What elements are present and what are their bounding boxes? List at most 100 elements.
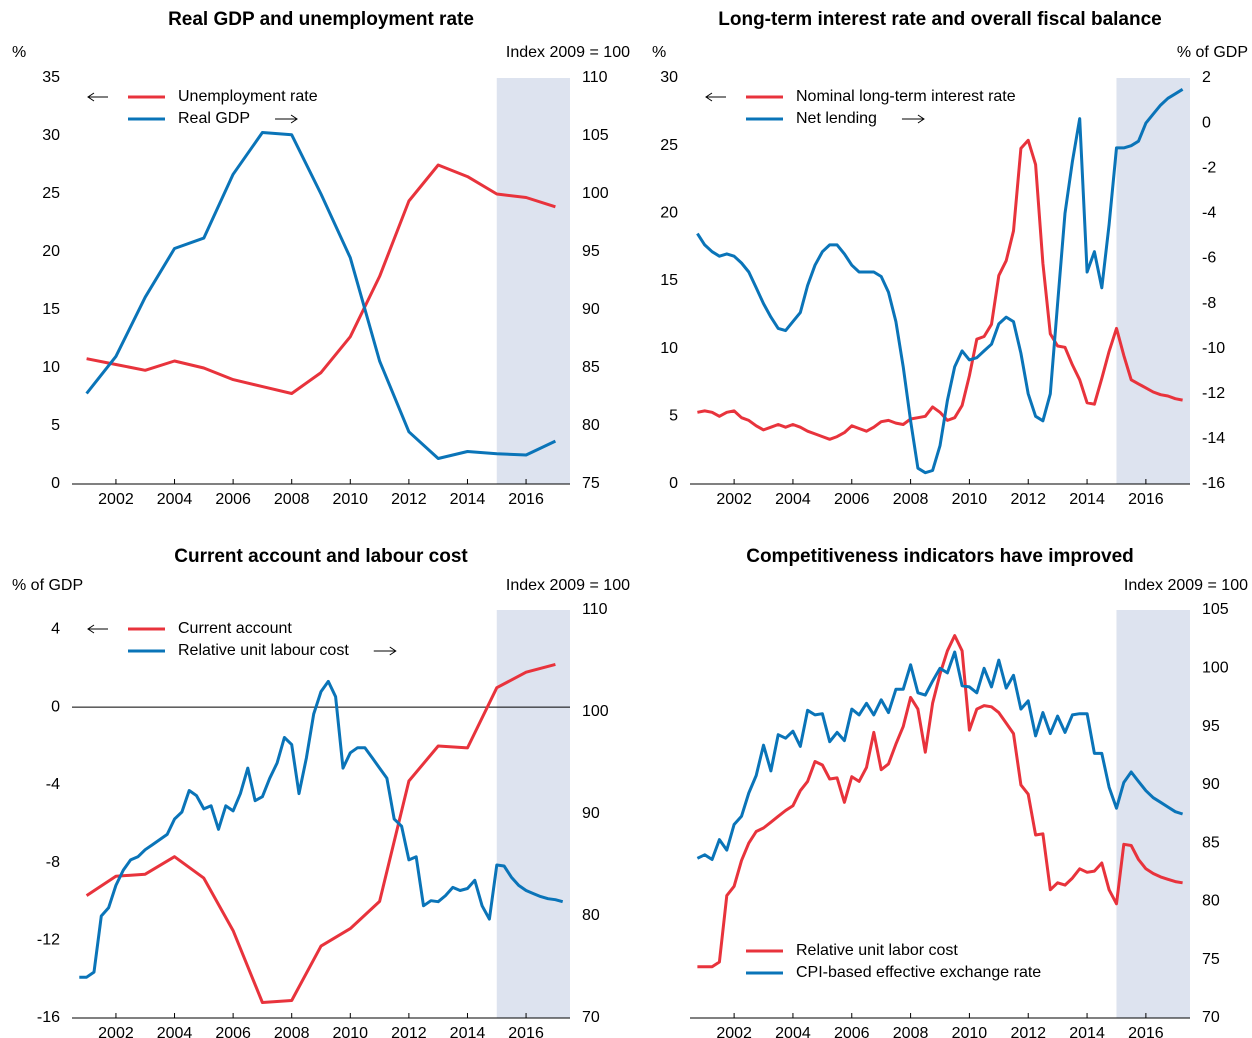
x-tick-label: 2008 <box>893 491 929 508</box>
y2-tick-label: -4 <box>1202 205 1216 222</box>
series-line <box>696 650 1184 861</box>
y2-tick-label: 0 <box>1202 114 1211 131</box>
legend-label: Unemployment rate <box>178 88 318 105</box>
y2-tick-label: 90 <box>582 805 600 822</box>
x-tick-label: 2012 <box>1010 491 1046 508</box>
y2-tick-label: 80 <box>582 907 600 924</box>
y2-tick-label: -6 <box>1202 250 1216 267</box>
panel: Real GDP and unemployment rate% Index 200… <box>12 9 630 508</box>
x-tick-label: 2006 <box>834 491 870 508</box>
y2-tick-label: 90 <box>1202 776 1220 793</box>
y2-tick-label: 90 <box>582 301 600 318</box>
projection-shade <box>1116 78 1190 484</box>
series-line <box>697 138 1183 441</box>
x-tick-label: 2014 <box>450 1025 486 1038</box>
y2-tick-label: 75 <box>1202 951 1220 968</box>
y-tick-label: 15 <box>660 272 678 289</box>
y2-tick-label: 70 <box>1202 1009 1220 1026</box>
x-tick-label: 2010 <box>332 491 368 508</box>
x-tick-label: 2010 <box>952 1025 988 1038</box>
y-tick-label: 0 <box>51 475 60 492</box>
y2-tick-label: -14 <box>1202 430 1225 447</box>
legend-label: Relative unit labour cost <box>178 642 349 659</box>
x-tick-label: 2008 <box>274 1025 310 1038</box>
y-tick-label: 35 <box>42 69 60 86</box>
x-tick-label: 2016 <box>508 1025 544 1038</box>
y2-tick-label: 80 <box>1202 893 1220 910</box>
y2-tick-label: 105 <box>1202 601 1229 618</box>
projection-shade <box>496 78 570 484</box>
x-tick-label: 2008 <box>274 491 310 508</box>
y2-tick-label: 110 <box>582 601 608 618</box>
x-tick-label: 2004 <box>157 491 193 508</box>
y2-tick-label: 85 <box>582 359 600 376</box>
y2-tick-label: -8 <box>1202 295 1216 312</box>
series-line <box>85 131 557 460</box>
x-tick-label: 2002 <box>98 1025 134 1038</box>
y2-axis-unit: Index 2009 = 100 <box>506 577 630 594</box>
y-axis-unit: % <box>12 44 26 61</box>
y-tick-label: -8 <box>46 854 60 871</box>
y-tick-label: 30 <box>660 69 678 86</box>
y2-tick-label: 95 <box>1202 718 1220 735</box>
series-line <box>86 163 556 395</box>
x-tick-label: 2016 <box>1128 1025 1164 1038</box>
x-tick-label: 2012 <box>1010 1025 1046 1038</box>
chart-title: Competitiveness indicators have improved <box>746 546 1134 567</box>
series-line <box>85 662 556 1004</box>
y-tick-label: 25 <box>660 137 678 154</box>
y-tick-label: 0 <box>669 475 678 492</box>
y2-tick-label: 100 <box>1202 660 1229 677</box>
y-axis-unit: % of GDP <box>12 577 83 594</box>
x-tick-label: 2014 <box>1069 1025 1105 1038</box>
chart-title: Real GDP and unemployment rate <box>168 9 474 30</box>
series-line <box>697 634 1183 969</box>
y-tick-label: 10 <box>42 359 60 376</box>
x-tick-label: 2008 <box>893 1025 929 1038</box>
legend-label: Net lending <box>796 110 877 127</box>
chart-title: Current account and labour cost <box>174 546 468 567</box>
series-line <box>79 679 564 979</box>
y2-axis-unit: Index 2009 = 100 <box>1124 577 1248 594</box>
x-tick-label: 2002 <box>716 491 752 508</box>
x-tick-label: 2016 <box>1128 491 1164 508</box>
y2-tick-label: -2 <box>1202 159 1216 176</box>
y-tick-label: 15 <box>42 301 60 318</box>
legend-label: Nominal long-term interest rate <box>796 88 1016 105</box>
x-tick-label: 2004 <box>157 1025 193 1038</box>
y2-tick-label: 2 <box>1202 69 1211 86</box>
y-tick-label: -16 <box>37 1009 60 1026</box>
projection-shade <box>496 610 570 1018</box>
x-tick-label: 2014 <box>450 491 486 508</box>
x-tick-label: 2012 <box>391 491 427 508</box>
legend-label: Real GDP <box>178 110 250 127</box>
y2-tick-label: -12 <box>1202 385 1225 402</box>
x-tick-label: 2002 <box>98 491 134 508</box>
y-tick-label: 30 <box>42 127 60 144</box>
x-tick-label: 2006 <box>834 1025 870 1038</box>
y-axis-unit: % <box>652 44 666 61</box>
y-tick-label: 10 <box>660 340 678 357</box>
y-tick-label: 5 <box>51 417 60 434</box>
y2-tick-label: 85 <box>1202 834 1220 851</box>
legend-label: Relative unit labor cost <box>796 942 958 959</box>
x-tick-label: 2006 <box>215 491 251 508</box>
x-tick-label: 2010 <box>952 491 988 508</box>
panel: Competitiveness indicators have improved… <box>690 546 1248 1038</box>
panel: Current account and labour cost % of GDP I… <box>12 546 630 1038</box>
y-tick-label: 25 <box>42 185 60 202</box>
axis-arrow-head <box>290 114 298 124</box>
y2-tick-label: 75 <box>582 475 600 492</box>
y-tick-label: 20 <box>660 205 678 222</box>
axis-arrow-head <box>917 114 925 124</box>
axis-arrow-head <box>87 624 95 634</box>
legend-label: CPI-based effective exchange rate <box>796 964 1041 981</box>
y2-tick-label: 95 <box>582 243 600 260</box>
y2-tick-label: 110 <box>582 69 608 86</box>
chart-title: Long-term interest rate and overall fisc… <box>718 9 1161 30</box>
x-tick-label: 2010 <box>332 1025 368 1038</box>
y-tick-label: -4 <box>46 776 60 793</box>
y-tick-label: 4 <box>51 621 60 638</box>
